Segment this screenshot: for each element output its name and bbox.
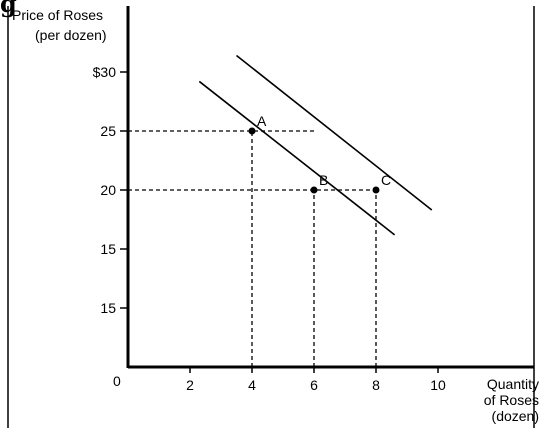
point-label-c: C	[381, 172, 391, 188]
x-axis-label-line-3: (dozen)	[492, 408, 539, 424]
x-tick-label-2: 6	[310, 377, 318, 393]
y-tick-label-2: 20	[100, 182, 116, 198]
y-axis-label-line-1: Price of Roses	[12, 7, 103, 23]
x-tick-label-1: 4	[248, 377, 256, 393]
point-a	[248, 127, 256, 135]
point-label-b: B	[319, 172, 328, 188]
x-axis-label-line-1: Quantity	[487, 376, 539, 392]
point-c	[372, 186, 380, 194]
x-tick-label-0: 2	[186, 377, 194, 393]
x-ticks: 2 4 6 8 10	[186, 367, 446, 393]
point-label-a: A	[257, 113, 267, 129]
demand-curve-2	[236, 54, 433, 211]
data-points: A B C	[248, 113, 391, 194]
axes	[126, 6, 534, 369]
y-tick-label-4: 15	[100, 300, 116, 316]
point-b	[310, 186, 318, 194]
y-ticks: $30 25 20 15 15	[93, 64, 128, 316]
guide-lines	[128, 130, 377, 367]
y-tick-label-0: $30	[93, 64, 117, 80]
demand-curve-1	[198, 80, 396, 236]
x-axis-label-line-2: of Roses	[484, 392, 539, 408]
y-tick-label-1: 25	[100, 123, 116, 139]
x-tick-label-4: 10	[430, 377, 446, 393]
origin-label: 0	[113, 373, 121, 389]
y-tick-label-3: 15	[100, 241, 116, 257]
demand-curves	[198, 54, 433, 236]
x-tick-label-3: 8	[372, 377, 380, 393]
y-axis-label-line-2: (per dozen)	[35, 27, 107, 43]
